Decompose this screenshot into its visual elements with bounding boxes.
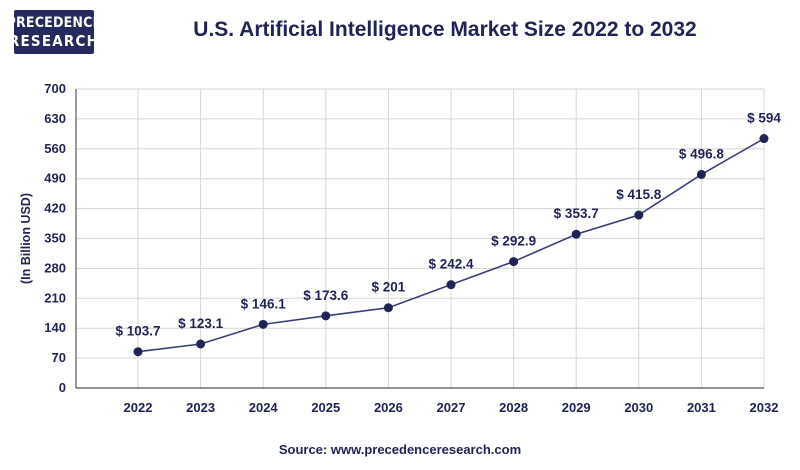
data-point <box>509 257 519 267</box>
y-tick-label: 560 <box>44 141 66 156</box>
data-label: $ 415.8 <box>616 187 662 202</box>
x-tick-label: 2030 <box>624 400 653 415</box>
data-point <box>446 280 456 290</box>
data-label: $ 496.8 <box>679 146 725 161</box>
y-tick-label: 350 <box>44 231 66 246</box>
y-tick-label: 420 <box>44 201 66 216</box>
precedence-research-logo: PRECEDENCE RESEARCH <box>7 10 101 54</box>
data-point <box>634 210 644 220</box>
y-tick-label: 280 <box>44 260 66 275</box>
x-tick-label: 2025 <box>311 400 340 415</box>
data-label: $ 123.1 <box>178 316 224 331</box>
data-label: $ 353.7 <box>554 206 599 221</box>
data-label: $ 594 <box>747 111 781 126</box>
x-tick-label: 2026 <box>374 400 403 415</box>
logo-line-1: PRECEDENCE <box>6 15 102 31</box>
data-point <box>133 347 143 357</box>
data-point <box>383 303 393 313</box>
x-tick-label: 2028 <box>499 400 528 415</box>
data-point <box>196 339 206 349</box>
data-label: $ 146.1 <box>241 296 287 311</box>
chart-title: U.S. Artificial Intelligence Market Size… <box>193 18 697 41</box>
x-tick-label: 2027 <box>437 400 466 415</box>
x-tick-label: 2029 <box>562 400 591 415</box>
y-tick-label: 700 <box>44 81 66 96</box>
y-axis-label: (In Billion USD) <box>19 193 33 284</box>
y-tick-label: 630 <box>44 111 66 126</box>
y-tick-label: 0 <box>59 380 66 395</box>
data-point <box>321 311 331 321</box>
y-tick-label: 140 <box>44 320 66 335</box>
data-point <box>759 134 769 144</box>
data-label: $ 103.7 <box>115 324 160 339</box>
data-point <box>258 319 268 329</box>
data-label: $ 201 <box>372 280 406 295</box>
y-tick-label: 210 <box>44 290 66 305</box>
y-tick-label: 70 <box>52 350 66 365</box>
x-tick-label: 2023 <box>186 400 215 415</box>
data-label: $ 242.4 <box>428 257 474 272</box>
x-tick-label: 2031 <box>687 400 716 415</box>
x-tick-label: 2024 <box>249 400 279 415</box>
data-label: $ 173.6 <box>303 288 349 303</box>
logo-line-2: RESEARCH <box>8 32 100 50</box>
x-tick-label: 2032 <box>750 400 779 415</box>
data-point <box>571 229 581 239</box>
source-note: Source: www.precedenceresearch.com <box>278 442 522 457</box>
data-label: $ 292.9 <box>491 234 536 249</box>
data-point <box>696 169 706 179</box>
x-tick-label: 2022 <box>124 400 153 415</box>
y-tick-label: 490 <box>44 171 66 186</box>
